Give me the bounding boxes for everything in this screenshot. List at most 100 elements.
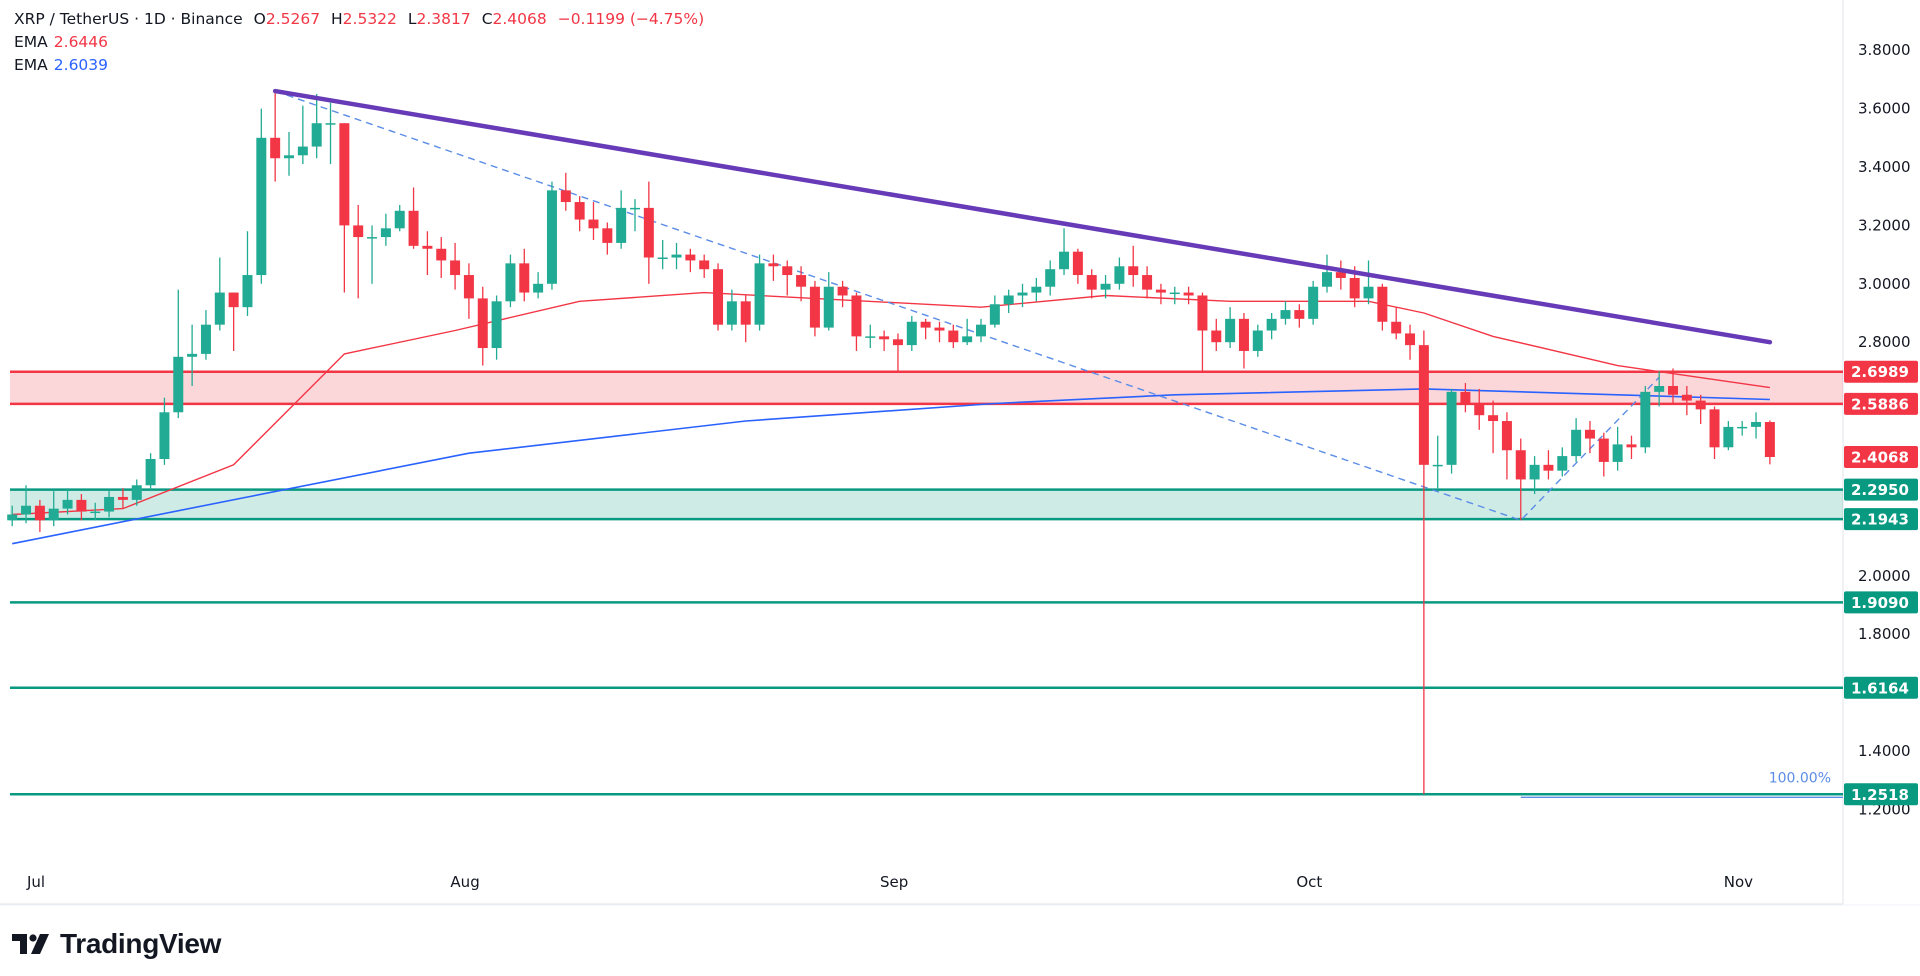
candle-body[interactable] xyxy=(1045,269,1056,287)
candle-body[interactable] xyxy=(560,190,571,203)
candle-body[interactable] xyxy=(1017,292,1028,296)
candle-body[interactable] xyxy=(1543,464,1554,471)
candle-body[interactable] xyxy=(1557,456,1568,471)
candle-body[interactable] xyxy=(159,412,170,459)
candle-body[interactable] xyxy=(1031,286,1042,293)
candle-body[interactable] xyxy=(1418,345,1429,465)
candle-body[interactable] xyxy=(782,266,793,276)
candle-body[interactable] xyxy=(214,292,225,325)
candle-body[interactable] xyxy=(284,155,294,159)
candle-body[interactable] xyxy=(1695,400,1706,410)
candle-body[interactable] xyxy=(699,260,710,270)
zone-support[interactable] xyxy=(10,489,1843,520)
candle-body[interactable] xyxy=(1764,422,1775,458)
candle-body[interactable] xyxy=(602,228,613,243)
candle-body[interactable] xyxy=(1142,275,1153,290)
candle-body[interactable] xyxy=(353,225,364,238)
candle-body[interactable] xyxy=(380,228,391,238)
ema-fast-legend[interactable]: EMA 2.6446 xyxy=(14,33,109,51)
candle-body[interactable] xyxy=(1155,289,1166,293)
candle-body[interactable] xyxy=(311,123,322,147)
candle-body[interactable] xyxy=(1488,415,1499,422)
candle-body[interactable] xyxy=(1584,429,1595,439)
candle-body[interactable] xyxy=(1626,444,1637,448)
ema-fast-line[interactable] xyxy=(12,291,1771,516)
candle-body[interactable] xyxy=(1501,421,1512,451)
candle-body[interactable] xyxy=(228,292,239,308)
candle-body[interactable] xyxy=(1571,429,1582,457)
candle-body[interactable] xyxy=(187,353,198,357)
candle-body[interactable] xyxy=(173,356,184,413)
candle-body[interactable] xyxy=(1183,292,1194,296)
candle-body[interactable] xyxy=(616,207,627,243)
candle-body[interactable] xyxy=(823,286,834,328)
candle-body[interactable] xyxy=(422,245,433,249)
candle-body[interactable] xyxy=(713,269,724,325)
candle-body[interactable] xyxy=(1405,333,1416,346)
candle-body[interactable] xyxy=(297,146,308,156)
descending-trendline[interactable] xyxy=(272,88,1773,345)
candle-body[interactable] xyxy=(726,301,737,325)
candle-body[interactable] xyxy=(934,327,945,331)
candle-body[interactable] xyxy=(200,324,211,354)
tradingview-logo[interactable]: TradingView xyxy=(12,928,221,960)
candle-body[interactable] xyxy=(976,324,986,337)
candle-body[interactable] xyxy=(588,219,599,229)
candle-body[interactable] xyxy=(339,123,350,226)
candle-body[interactable] xyxy=(1238,318,1249,351)
candle-body[interactable] xyxy=(505,263,516,302)
candle-body[interactable] xyxy=(519,263,530,293)
candle-body[interactable] xyxy=(920,321,931,328)
ema-slow-legend[interactable]: EMA 2.6039 xyxy=(14,56,109,74)
candle-body[interactable] xyxy=(1460,391,1471,404)
candle-body[interactable] xyxy=(477,298,488,349)
candle-body[interactable] xyxy=(671,254,682,258)
candle-body[interactable] xyxy=(1612,444,1623,462)
candle-body[interactable] xyxy=(1391,321,1402,334)
candle-body[interactable] xyxy=(117,496,128,500)
candle-body[interactable] xyxy=(145,459,156,486)
candle-body[interactable] xyxy=(21,505,32,515)
candle-body[interactable] xyxy=(1114,266,1125,284)
candle-body[interactable] xyxy=(1654,386,1665,392)
candle-body[interactable] xyxy=(450,260,461,276)
candle-body[interactable] xyxy=(256,137,267,276)
candle-body[interactable] xyxy=(1197,295,1208,331)
candle-body[interactable] xyxy=(865,336,876,338)
candle-body[interactable] xyxy=(1349,277,1360,299)
candle-body[interactable] xyxy=(1211,330,1222,343)
candle-body[interactable] xyxy=(948,330,959,343)
candle-body[interactable] xyxy=(1432,464,1443,467)
candle-body[interactable] xyxy=(1322,272,1332,287)
candle-body[interactable] xyxy=(962,336,973,343)
candle-body[interactable] xyxy=(104,496,115,512)
candle-body[interactable] xyxy=(394,210,405,229)
candle-body[interactable] xyxy=(1072,251,1083,276)
candle-body[interactable] xyxy=(1515,450,1526,480)
candle-body[interactable] xyxy=(851,295,862,337)
candle-body[interactable] xyxy=(7,514,18,521)
candle-body[interactable] xyxy=(1681,394,1692,401)
candle-body[interactable] xyxy=(1474,403,1485,416)
candle-body[interactable] xyxy=(1446,391,1457,465)
candle-body[interactable] xyxy=(242,275,253,308)
candle-body[interactable] xyxy=(48,508,59,521)
candle-body[interactable] xyxy=(1709,409,1720,448)
candle-body[interactable] xyxy=(1086,275,1097,290)
candle-body[interactable] xyxy=(1529,464,1540,480)
candle-body[interactable] xyxy=(1363,286,1374,299)
candle-body[interactable] xyxy=(1723,426,1734,448)
candle-body[interactable] xyxy=(657,257,668,260)
candle-body[interactable] xyxy=(546,190,557,284)
candle-body[interactable] xyxy=(1003,295,1014,305)
candle-body[interactable] xyxy=(837,286,848,296)
zone-resistance[interactable] xyxy=(10,371,1843,404)
candle-body[interactable] xyxy=(1335,272,1346,278)
candle-body[interactable] xyxy=(1737,426,1748,429)
candle-body[interactable] xyxy=(436,248,447,261)
candle-body[interactable] xyxy=(1640,391,1651,448)
candle-body[interactable] xyxy=(989,304,1000,325)
candle-body[interactable] xyxy=(325,123,336,125)
candle-body[interactable] xyxy=(1100,283,1111,290)
candle-body[interactable] xyxy=(1225,318,1236,343)
